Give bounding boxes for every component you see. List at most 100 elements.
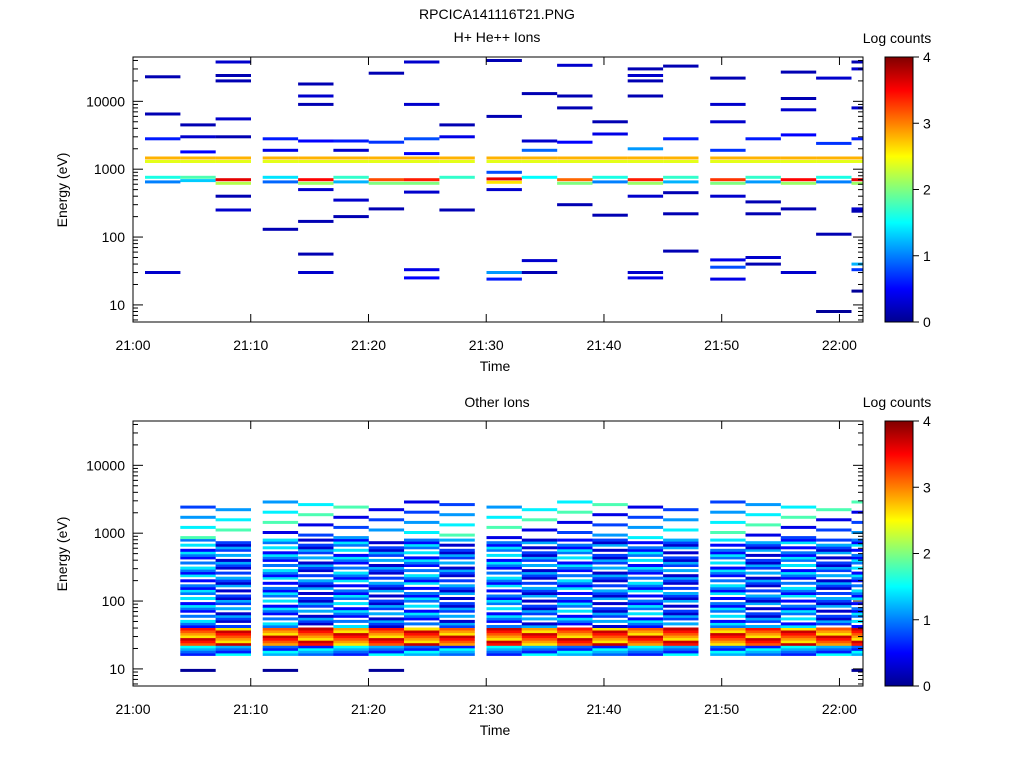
heatmap-cell bbox=[404, 561, 440, 565]
heatmap-cell bbox=[627, 586, 664, 590]
heatmap-cell bbox=[439, 556, 475, 560]
heatmap-cell bbox=[298, 556, 334, 560]
heatmap-cell bbox=[627, 607, 664, 611]
heatmap-cell bbox=[215, 647, 251, 651]
heatmap-cell bbox=[851, 556, 863, 560]
heatmap-cell bbox=[851, 541, 863, 545]
heatmap-cell bbox=[333, 652, 369, 656]
heatmap-cell bbox=[333, 543, 369, 547]
heatmap-cell bbox=[298, 642, 334, 646]
heatmap-cell bbox=[592, 602, 628, 606]
heatmap-cell bbox=[215, 612, 251, 616]
heatmap-cell bbox=[521, 556, 558, 560]
heatmap-cell bbox=[627, 271, 664, 274]
heatmap-cell bbox=[439, 533, 475, 537]
heatmap-cell bbox=[298, 635, 334, 639]
heatmap-cell bbox=[745, 597, 781, 600]
heatmap-cell bbox=[333, 571, 369, 575]
heatmap-cell bbox=[404, 190, 440, 194]
heatmap-cell bbox=[262, 627, 299, 631]
heatmap-cell bbox=[557, 645, 593, 649]
heatmap-cell bbox=[710, 645, 746, 649]
heatmap-cell bbox=[333, 538, 369, 542]
heatmap-cell bbox=[521, 609, 558, 613]
heatmap-cell bbox=[627, 619, 664, 623]
heatmap-cell bbox=[368, 541, 405, 545]
heatmap-cell bbox=[180, 569, 216, 573]
heatmap-cell bbox=[745, 640, 781, 644]
heatmap-cell bbox=[439, 607, 475, 611]
heatmap-cell bbox=[262, 622, 299, 626]
colorbar-label-bottom: Log counts bbox=[863, 394, 932, 410]
heatmap-cell bbox=[262, 604, 299, 608]
heatmap-cell bbox=[780, 271, 817, 274]
heatmap-cell bbox=[627, 178, 664, 182]
heatmap-cell bbox=[816, 586, 852, 590]
heatmap-cell bbox=[780, 609, 817, 613]
heatmap-cell bbox=[486, 589, 522, 593]
y-tick-label: 10000 bbox=[86, 457, 125, 473]
heatmap-cell bbox=[780, 652, 817, 656]
heatmap-cell bbox=[521, 508, 558, 512]
heatmap-cell bbox=[745, 617, 781, 621]
heatmap-cell bbox=[592, 561, 628, 565]
heatmap-cell bbox=[592, 640, 628, 644]
heatmap-cell bbox=[298, 645, 334, 649]
heatmap-cell bbox=[262, 630, 299, 634]
heatmap-cell bbox=[486, 579, 522, 583]
heatmap-cell bbox=[745, 584, 781, 588]
heatmap-cell bbox=[145, 180, 181, 184]
heatmap-cell bbox=[298, 252, 334, 256]
heatmap-cell bbox=[557, 635, 593, 639]
heatmap-cell bbox=[816, 645, 852, 649]
heatmap-cell bbox=[333, 525, 369, 529]
heatmap-cell bbox=[298, 181, 334, 185]
heatmap-cell bbox=[745, 546, 781, 550]
heatmap-cell bbox=[439, 640, 475, 644]
heatmap-cell bbox=[557, 63, 593, 67]
heatmap-cell bbox=[521, 640, 558, 644]
heatmap-cell bbox=[710, 607, 746, 611]
y-tick-label: 100 bbox=[102, 229, 126, 245]
heatmap-cell bbox=[592, 571, 628, 575]
heatmap-cell bbox=[215, 645, 251, 649]
heatmap-cell bbox=[663, 635, 699, 639]
heatmap-cell bbox=[745, 262, 781, 266]
heatmap-cell bbox=[745, 579, 781, 583]
y-tick-label: 1000 bbox=[94, 525, 125, 541]
heatmap-cell bbox=[215, 597, 251, 600]
heatmap-cell bbox=[663, 614, 699, 618]
heatmap-cell bbox=[404, 569, 440, 573]
heatmap-cell bbox=[439, 622, 475, 626]
heatmap-cell bbox=[557, 586, 593, 590]
y-tick-label: 1000 bbox=[94, 161, 125, 177]
heatmap-cell bbox=[486, 571, 522, 575]
heatmap-cell bbox=[710, 619, 746, 623]
heatmap-cell bbox=[816, 592, 852, 595]
heatmap-cell bbox=[710, 630, 746, 634]
heatmap-cell bbox=[486, 632, 522, 636]
heatmap-cell bbox=[368, 566, 405, 570]
heatmap-cell bbox=[262, 609, 299, 613]
heatmap-cell bbox=[333, 607, 369, 611]
heatmap-cell bbox=[710, 579, 746, 583]
heatmap-cell bbox=[663, 175, 699, 179]
heatmap-cell bbox=[592, 630, 628, 634]
heatmap-cell bbox=[592, 619, 628, 623]
heatmap-cell bbox=[557, 617, 593, 621]
heatmap-cell bbox=[262, 510, 299, 514]
heatmap-cell bbox=[780, 551, 817, 555]
heatmap-cell bbox=[745, 566, 781, 570]
heatmap-cell bbox=[780, 133, 817, 137]
heatmap-cell bbox=[404, 538, 440, 542]
heatmap-cell bbox=[439, 602, 475, 606]
heatmap-cell bbox=[486, 617, 522, 621]
heatmap-cell bbox=[745, 599, 781, 603]
heatmap-cell bbox=[592, 594, 628, 598]
heatmap-cell bbox=[663, 538, 699, 542]
heatmap-cell bbox=[333, 597, 369, 600]
heatmap-cell bbox=[557, 160, 593, 163]
heatmap-cell bbox=[215, 571, 251, 575]
heatmap-cell bbox=[486, 614, 522, 618]
heatmap-cell bbox=[215, 518, 251, 522]
